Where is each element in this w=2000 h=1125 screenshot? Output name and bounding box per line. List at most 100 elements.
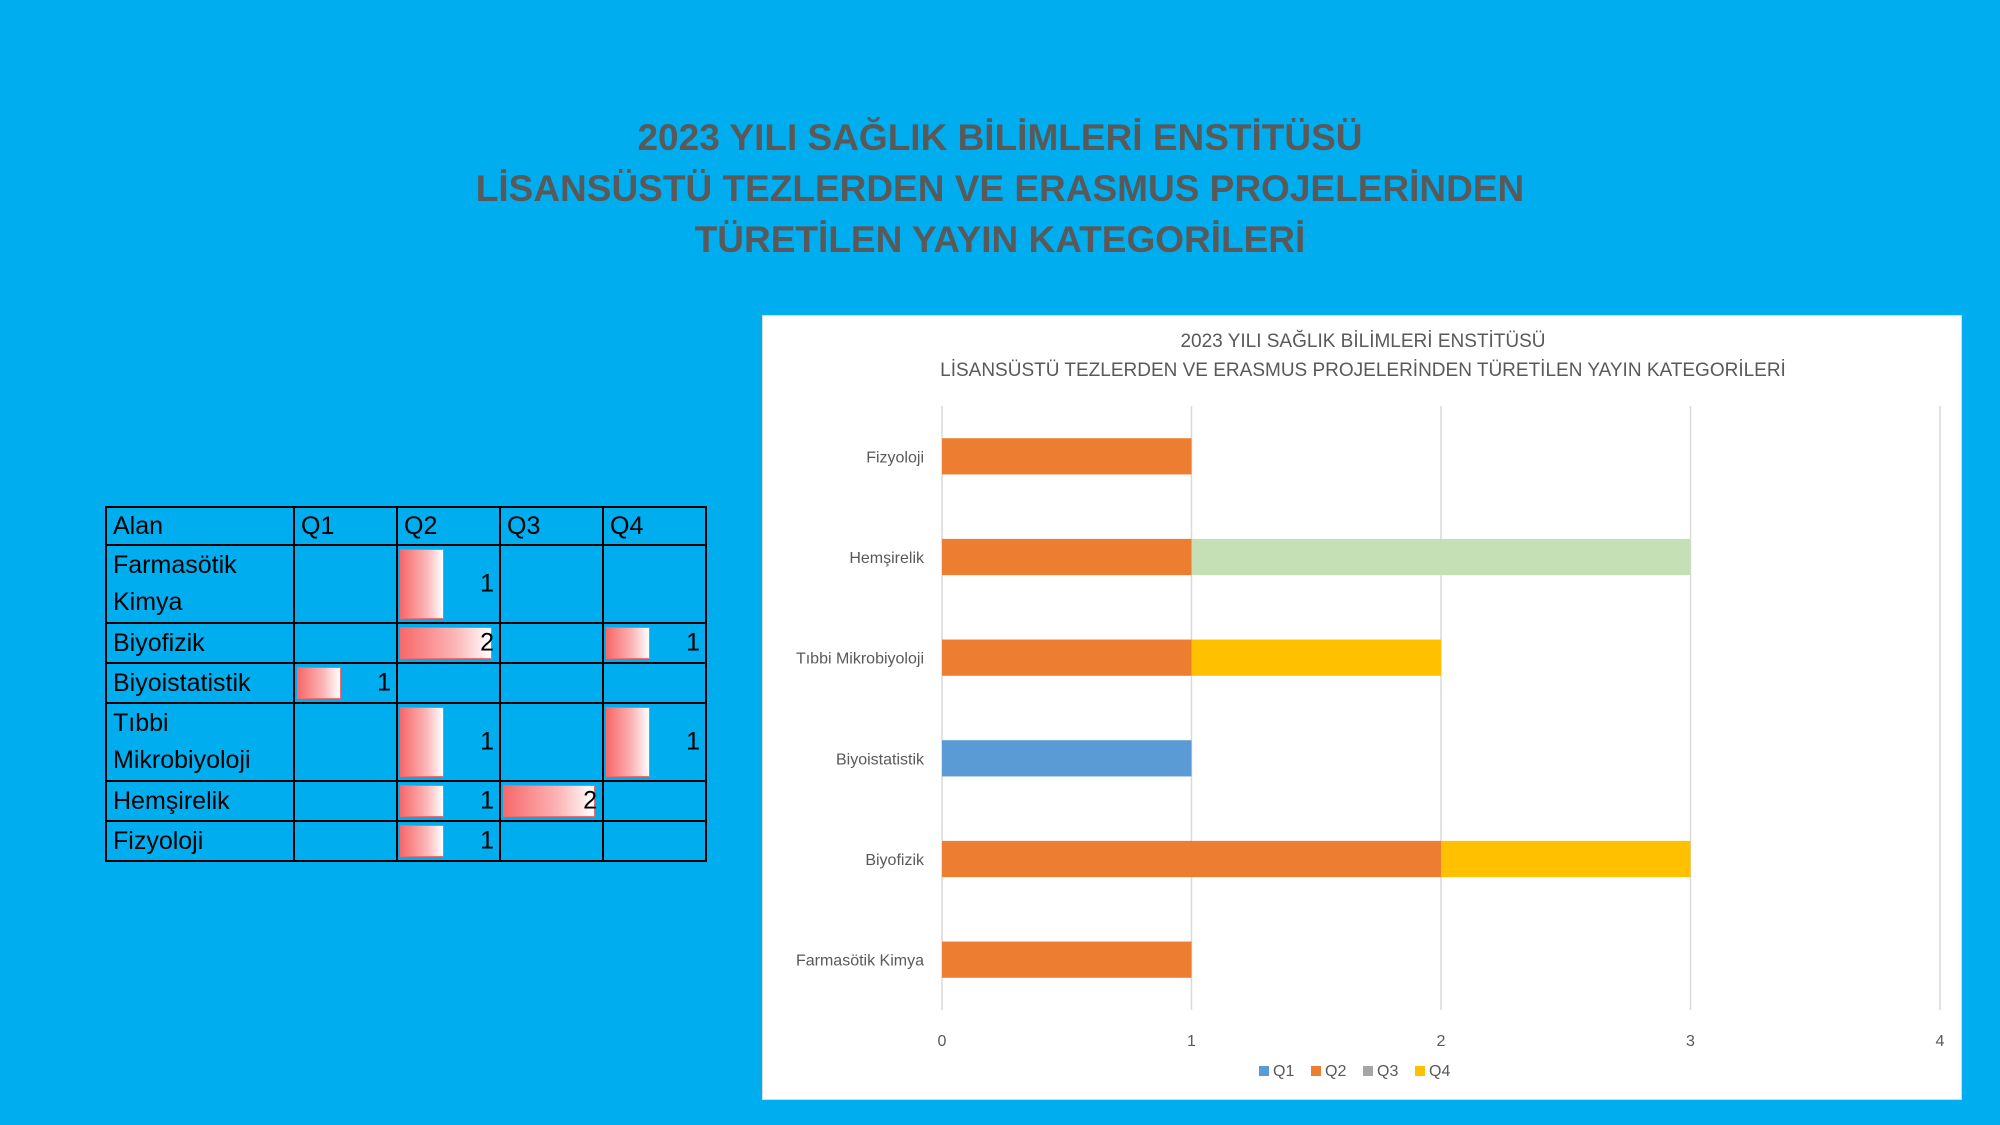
table-cell-q2: 1 <box>396 544 501 624</box>
table-cell-q1: 1 <box>293 662 398 704</box>
table-cell-q4: 1 <box>602 622 707 664</box>
chart-panel: 2023 YILI SAĞLIK BİLİMLERİ ENSTİTÜSÜ LİS… <box>762 315 1962 1100</box>
table-cell-q2: 1 <box>396 780 501 822</box>
table-cell-q3 <box>499 622 604 664</box>
table-cell-q1 <box>293 622 398 664</box>
table-header-q2: Q2 <box>396 506 501 546</box>
data-bar <box>400 627 492 659</box>
slide-title-line-2: LİSANSÜSTÜ TEZLERDEN VE ERASMUS PROJELER… <box>475 168 1525 209</box>
data-bar <box>400 785 444 817</box>
bar-q2 <box>942 538 1192 576</box>
legend-swatch-q4 <box>1415 1066 1425 1076</box>
table-cell-q4: 1 <box>602 702 707 782</box>
cell-value: 1 <box>480 727 494 756</box>
data-bar <box>606 627 650 659</box>
table-cell-alan: Biyofizik <box>105 622 295 664</box>
table-cell-q3: 2 <box>499 780 604 822</box>
table-cell-q3 <box>499 702 604 782</box>
table-cell-q2: 2 <box>396 622 501 664</box>
table-cell-q1 <box>293 780 398 822</box>
bar-q2 <box>942 941 1192 978</box>
data-bar <box>400 707 444 777</box>
table-row: Tıbbi Mikrobiyoloji 1 1 <box>105 702 707 782</box>
table-row: Biyoistatistik 1 <box>105 662 707 704</box>
table-cell-q3 <box>499 662 604 704</box>
x-tick-label: 3 <box>1686 1033 1695 1050</box>
category-label: Farmasötik Kimya <box>796 953 924 970</box>
alan-label-line: Biyofizik <box>113 628 205 657</box>
table-cell-q4 <box>602 820 707 862</box>
cell-value: 1 <box>480 786 494 815</box>
table-cell-q2 <box>396 662 501 704</box>
x-tick-label: 2 <box>1437 1033 1446 1050</box>
bar-q3 <box>1191 538 1691 576</box>
table-cell-q4 <box>602 544 707 624</box>
table-cell-q2: 1 <box>396 702 501 782</box>
table-cell-q2: 1 <box>396 820 501 862</box>
legend-label: Q2 <box>1325 1063 1346 1080</box>
table-row: Fizyoloji 1 <box>105 820 707 862</box>
table-cell-q4 <box>602 780 707 822</box>
data-bar <box>606 707 650 777</box>
data-bar <box>503 785 595 817</box>
legend-swatch-q2 <box>1311 1066 1321 1076</box>
legend-label: Q4 <box>1429 1063 1450 1080</box>
table-cell-alan: Biyoistatistik <box>105 662 295 704</box>
x-tick-label: 4 <box>1936 1033 1945 1050</box>
legend-label: Q1 <box>1273 1063 1294 1080</box>
legend-label: Q3 <box>1377 1063 1398 1080</box>
cell-value: 1 <box>480 569 494 598</box>
data-bar <box>297 667 341 699</box>
bar-q4 <box>1191 639 1441 676</box>
table-header-alan: Alan <box>105 506 295 546</box>
table-cell-q3 <box>499 820 604 862</box>
table-header-q4: Q4 <box>602 506 707 546</box>
alan-label-line: Farmasötik <box>113 551 237 579</box>
slide-title: 2023 YILI SAĞLIK BİLİMLERİ ENSTİTÜSÜ LİS… <box>0 112 2000 265</box>
table-header-q1: Q1 <box>293 506 398 546</box>
chart-subtitle: LİSANSÜSTÜ TEZLERDEN VE ERASMUS PROJELER… <box>940 360 1786 381</box>
x-tick-label: 0 <box>938 1033 947 1050</box>
table-cell-q3 <box>499 544 604 624</box>
table-row: Biyofizik 2 1 <box>105 622 707 664</box>
table-cell-alan: Tıbbi Mikrobiyoloji <box>105 702 295 782</box>
alan-label-line: Biyoistatistik <box>113 668 251 697</box>
table-cell-alan: Fizyoloji <box>105 820 295 862</box>
data-bar <box>400 825 444 857</box>
slide-title-line-3: TÜRETİLEN YAYIN KATEGORİLERİ <box>694 219 1306 260</box>
legend-swatch-q3 <box>1363 1066 1373 1076</box>
category-label: Biyoistatistik <box>836 751 925 768</box>
table-cell-alan: Farmasötik Kimya <box>105 544 295 624</box>
bar-q2 <box>942 639 1192 676</box>
alan-label-line: Tıbbi <box>113 709 169 737</box>
slide-title-line-1: 2023 YILI SAĞLIK BİLİMLERİ ENSTİTÜSÜ <box>637 117 1363 158</box>
bar-q2 <box>942 438 1192 475</box>
bar-q1 <box>942 740 1192 777</box>
x-tick-label: 1 <box>1187 1033 1196 1050</box>
table-row: Hemşirelik 1 2 <box>105 780 707 822</box>
cell-value: 2 <box>583 786 597 815</box>
category-label: Fizyoloji <box>866 449 924 466</box>
table-header-row: Alan Q1 Q2 Q3 Q4 <box>105 506 707 546</box>
cell-value: 1 <box>377 668 391 697</box>
category-label: Hemşirelik <box>849 550 925 567</box>
alan-label-line: Mikrobiyoloji <box>113 746 251 774</box>
alan-label-line: Fizyoloji <box>113 826 204 855</box>
alan-label-line: Hemşirelik <box>113 786 230 815</box>
bar-q4 <box>1441 840 1691 878</box>
alan-label-line: Kimya <box>113 588 183 616</box>
cell-value: 1 <box>686 727 700 756</box>
category-label: Tıbbi Mikrobiyoloji <box>796 651 924 668</box>
table-cell-q1 <box>293 820 398 862</box>
chart-title: 2023 YILI SAĞLIK BİLİMLERİ ENSTİTÜSÜ <box>1180 331 1546 352</box>
table-header-q3: Q3 <box>499 506 604 546</box>
table-row: Farmasötik Kimya 1 <box>105 544 707 624</box>
cell-value: 1 <box>686 628 700 657</box>
table-cell-alan: Hemşirelik <box>105 780 295 822</box>
table-cell-q4 <box>602 662 707 704</box>
cell-value: 1 <box>480 826 494 855</box>
table-cell-q1 <box>293 544 398 624</box>
bar-chart: 0 1 2 3 4 Fizyoloji Hemşirelik Tıbbi Mikrobiyol… <box>796 406 1945 1080</box>
legend-swatch-q1 <box>1259 1066 1269 1076</box>
cell-value: 2 <box>480 628 494 657</box>
